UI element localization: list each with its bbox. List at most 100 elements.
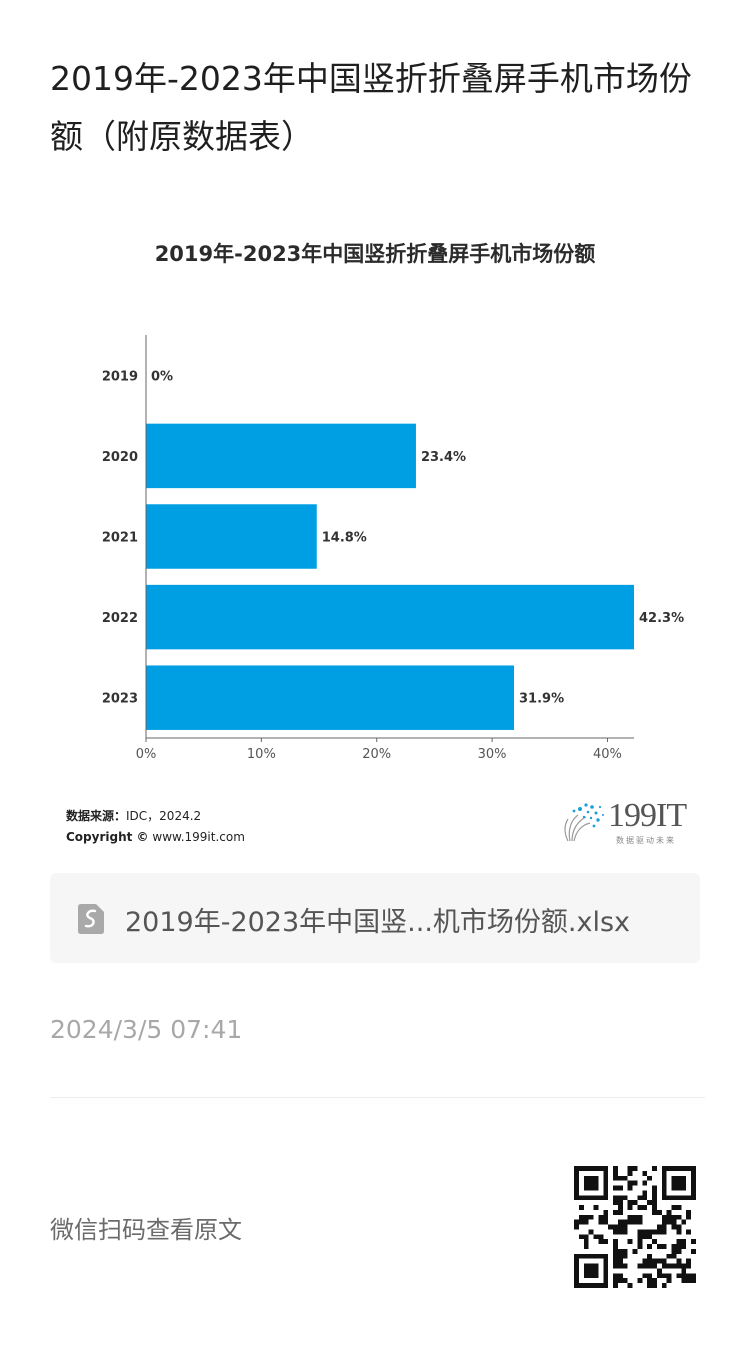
qr-module xyxy=(671,1224,677,1230)
qr-module xyxy=(574,1219,579,1225)
qr-module xyxy=(681,1268,687,1274)
qr-module xyxy=(578,1214,584,1220)
source-label: 数据来源： xyxy=(66,809,127,823)
qr-module xyxy=(598,1253,604,1259)
qr-module xyxy=(603,1214,609,1220)
attachment-card[interactable]: 2019年-2023年中国竖...机市场份额.xlsx xyxy=(50,873,700,963)
qr-module xyxy=(676,1166,682,1171)
qr-module xyxy=(603,1239,609,1245)
qr-module xyxy=(613,1258,618,1264)
qr-module xyxy=(574,1170,579,1176)
qr-module xyxy=(652,1258,657,1264)
qr-module xyxy=(661,1195,667,1201)
qr-module xyxy=(613,1239,618,1245)
qr-module xyxy=(574,1185,579,1191)
qr-module xyxy=(622,1278,628,1284)
qr-module xyxy=(617,1219,623,1225)
qr-module xyxy=(661,1170,667,1176)
qr-module xyxy=(676,1175,682,1181)
qr-module xyxy=(613,1248,618,1254)
attachment-filename[interactable]: 2019年-2023年中国竖...机市场份额.xlsx xyxy=(125,907,631,938)
qr-module xyxy=(642,1234,648,1240)
qr-module xyxy=(574,1278,579,1284)
qr-module xyxy=(691,1195,696,1201)
category-label-2023: 2023 xyxy=(102,692,138,707)
qr-module xyxy=(593,1180,599,1186)
qr-module xyxy=(642,1273,648,1279)
qr-module xyxy=(617,1224,623,1230)
bar-2021 xyxy=(146,504,317,569)
qr-module xyxy=(622,1224,628,1230)
qr-module xyxy=(632,1248,638,1254)
qr-module xyxy=(676,1263,682,1269)
qr-module xyxy=(593,1263,599,1269)
qr-module xyxy=(686,1209,692,1215)
qr-module xyxy=(647,1283,653,1288)
qr-module xyxy=(642,1170,648,1176)
data-label-2022: 42.3% xyxy=(639,611,684,626)
qr-module xyxy=(642,1263,648,1269)
qr-module xyxy=(627,1283,633,1288)
qr-module xyxy=(661,1229,667,1235)
article-title: 2019年-2023年中国竖折折叠屏手机市场份额（附原数据表） xyxy=(50,59,692,156)
qr-module xyxy=(676,1195,682,1201)
qr-code-icon[interactable] xyxy=(574,1166,696,1288)
qr-module xyxy=(637,1195,643,1201)
qr-module xyxy=(622,1175,628,1181)
copyright-label: Copyright © xyxy=(66,830,149,844)
qr-module xyxy=(617,1263,623,1269)
qr-module xyxy=(637,1214,643,1220)
qr-module xyxy=(661,1224,667,1230)
qr-module xyxy=(593,1253,599,1259)
qr-module xyxy=(574,1175,579,1181)
qr-module xyxy=(642,1180,648,1186)
qr-module xyxy=(603,1283,609,1288)
qr-module xyxy=(691,1166,696,1171)
qr-module xyxy=(593,1273,599,1279)
qr-module xyxy=(583,1175,589,1181)
qr-module xyxy=(627,1166,633,1171)
qr-module xyxy=(691,1239,696,1245)
qr-module xyxy=(588,1180,594,1186)
qr-module xyxy=(574,1195,579,1201)
qr-module xyxy=(578,1253,584,1259)
qr-module xyxy=(647,1278,653,1284)
qr-module xyxy=(647,1234,653,1240)
qr-module xyxy=(681,1239,687,1245)
qr-module xyxy=(647,1229,653,1235)
category-label-2021: 2021 xyxy=(102,531,138,546)
qr-module xyxy=(676,1229,682,1235)
bar-2020 xyxy=(146,423,416,489)
qr-module xyxy=(637,1219,643,1225)
qr-module xyxy=(671,1195,677,1201)
qr-module xyxy=(603,1190,609,1196)
qr-module xyxy=(681,1263,687,1269)
category-label-2019: 2019 xyxy=(102,369,138,384)
qr-module xyxy=(583,1263,589,1269)
dandelion-icon xyxy=(564,803,604,842)
qr-module xyxy=(574,1273,579,1279)
qr-module xyxy=(647,1273,653,1279)
qr-module xyxy=(578,1234,584,1240)
qr-module xyxy=(627,1239,633,1245)
x-tick-label: 30% xyxy=(478,747,507,762)
qr-module xyxy=(617,1248,623,1254)
qr-module xyxy=(676,1273,682,1279)
qr-module xyxy=(608,1224,614,1230)
qr-module xyxy=(613,1283,618,1288)
qr-module xyxy=(613,1185,618,1191)
qr-module xyxy=(593,1175,599,1181)
qr-module xyxy=(574,1283,579,1288)
qr-module xyxy=(686,1273,692,1279)
qr-module xyxy=(637,1229,643,1235)
qr-module xyxy=(671,1253,677,1259)
qr-module xyxy=(583,1195,589,1201)
qr-module xyxy=(666,1195,672,1201)
qr-module xyxy=(691,1278,696,1284)
qr-module xyxy=(691,1175,696,1181)
qr-module xyxy=(588,1273,594,1279)
qr-module xyxy=(686,1229,692,1235)
qr-module xyxy=(681,1166,687,1171)
qr-module xyxy=(661,1258,667,1264)
qr-module xyxy=(681,1244,687,1249)
